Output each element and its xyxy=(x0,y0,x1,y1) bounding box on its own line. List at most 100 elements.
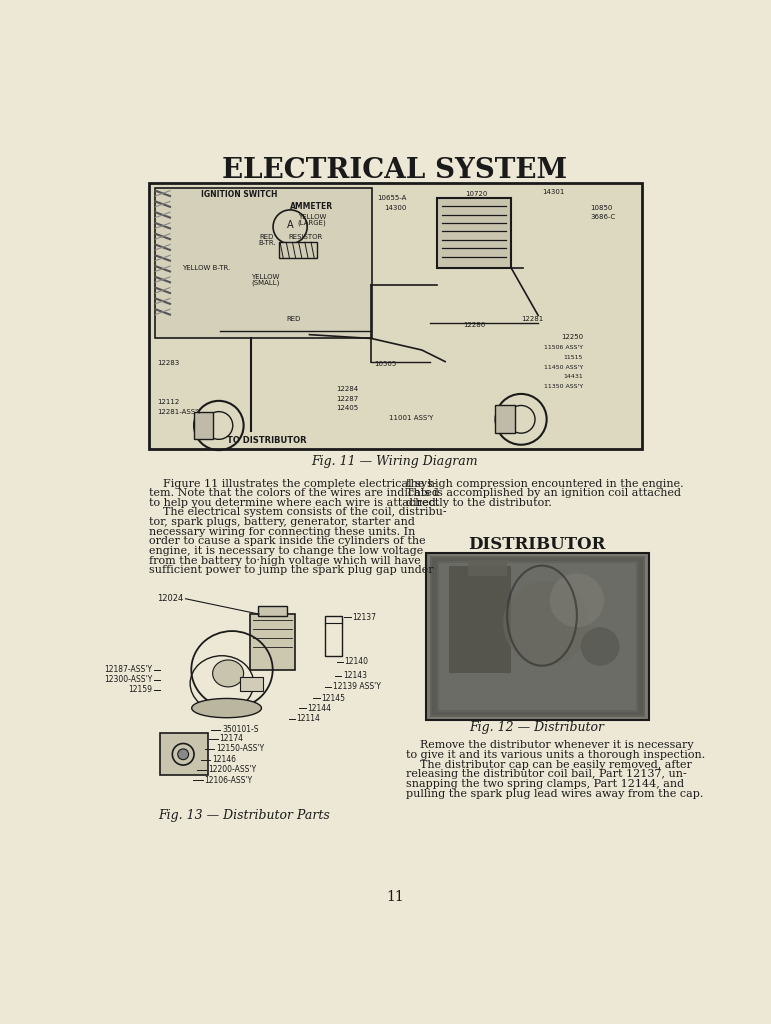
Text: directly to the distributor.: directly to the distributor. xyxy=(406,498,552,508)
Text: 12284: 12284 xyxy=(337,385,359,391)
Text: 12146: 12146 xyxy=(212,755,236,764)
Text: RED: RED xyxy=(260,233,274,240)
Bar xyxy=(278,243,317,258)
Text: 12112: 12112 xyxy=(157,399,179,406)
Bar xyxy=(258,606,287,615)
Text: 14301: 14301 xyxy=(543,189,565,196)
Text: Figure 11 illustrates the complete electrical sys-: Figure 11 illustrates the complete elect… xyxy=(149,478,436,488)
Text: 12145: 12145 xyxy=(322,693,345,702)
Text: This is accomplished by an ignition coil attached: This is accomplished by an ignition coil… xyxy=(406,488,682,499)
Text: 12143: 12143 xyxy=(343,672,367,680)
Text: 12287: 12287 xyxy=(337,395,359,401)
Text: 12114: 12114 xyxy=(296,715,320,723)
Bar xyxy=(496,406,515,433)
Text: DISTRIBUTOR: DISTRIBUTOR xyxy=(468,537,605,553)
Bar xyxy=(468,560,507,575)
Text: tem. Note that the colors of the wires are indicated: tem. Note that the colors of the wires a… xyxy=(149,488,439,499)
Bar xyxy=(194,412,214,439)
Circle shape xyxy=(503,581,588,666)
Text: from the battery to·high voltage which will have: from the battery to·high voltage which w… xyxy=(149,556,421,565)
Text: 12187-ASS'Y: 12187-ASS'Y xyxy=(104,665,152,674)
Text: 14300: 14300 xyxy=(384,205,406,211)
Text: 10720: 10720 xyxy=(465,190,487,197)
Bar xyxy=(437,199,511,267)
Text: engine, it is necessary to change the low voltage: engine, it is necessary to change the lo… xyxy=(149,546,423,556)
Text: Fig. 11 — Wiring Diagram: Fig. 11 — Wiring Diagram xyxy=(311,456,478,468)
Text: ELECTRICAL SYSTEM: ELECTRICAL SYSTEM xyxy=(222,157,567,184)
Ellipse shape xyxy=(213,659,244,687)
Text: 11001 ASS'Y: 11001 ASS'Y xyxy=(389,415,434,421)
Circle shape xyxy=(581,628,620,666)
Text: 12150-ASS'Y: 12150-ASS'Y xyxy=(216,744,264,754)
Text: to give it and its various units a thorough inspection.: to give it and its various units a thoro… xyxy=(406,750,705,760)
Text: the high compression encountered in the engine.: the high compression encountered in the … xyxy=(406,478,684,488)
Text: 11: 11 xyxy=(386,890,404,904)
Bar xyxy=(154,188,372,339)
Text: (SMALL): (SMALL) xyxy=(251,280,280,287)
Text: The distributor cap can be easily removed, after: The distributor cap can be easily remove… xyxy=(406,760,692,770)
Text: (LARGE): (LARGE) xyxy=(298,220,326,226)
Text: 12140: 12140 xyxy=(345,657,369,667)
Text: 11350 ASS'Y: 11350 ASS'Y xyxy=(544,384,583,389)
Text: sufficient power to jump the spark plug gap under: sufficient power to jump the spark plug … xyxy=(149,565,434,575)
Text: 10850: 10850 xyxy=(590,205,612,211)
Text: A: A xyxy=(287,220,294,230)
Text: IGNITION SWITCH: IGNITION SWITCH xyxy=(201,190,278,199)
Bar xyxy=(149,183,642,449)
Text: 12281: 12281 xyxy=(520,316,543,323)
Text: 12283: 12283 xyxy=(157,360,179,367)
Text: The electrical system consists of the coil, distribu-: The electrical system consists of the co… xyxy=(149,508,446,517)
Text: 12137: 12137 xyxy=(352,612,376,622)
Text: 11515: 11515 xyxy=(564,355,583,360)
Text: 12286: 12286 xyxy=(463,322,486,328)
Text: 12144: 12144 xyxy=(307,703,332,713)
Text: Remove the distributor whenever it is necessary: Remove the distributor whenever it is ne… xyxy=(406,740,694,751)
Bar xyxy=(436,561,638,712)
Text: RESISTOR: RESISTOR xyxy=(288,233,323,240)
Bar xyxy=(429,556,645,717)
Text: releasing the distributor coil bail, Part 12137, un-: releasing the distributor coil bail, Par… xyxy=(406,769,687,779)
Text: Fig. 13 — Distributor Parts: Fig. 13 — Distributor Parts xyxy=(158,809,329,822)
Text: 10655-A: 10655-A xyxy=(377,196,406,202)
Text: 12159: 12159 xyxy=(128,685,152,694)
Text: 11450 ASS'Y: 11450 ASS'Y xyxy=(544,366,583,371)
Text: 3686-C: 3686-C xyxy=(590,214,615,220)
Text: YELLOW B-TR.: YELLOW B-TR. xyxy=(182,264,230,270)
Text: AMMETER: AMMETER xyxy=(290,202,333,211)
Text: 12200-ASS'Y: 12200-ASS'Y xyxy=(208,765,256,774)
Ellipse shape xyxy=(192,698,261,718)
Circle shape xyxy=(178,749,189,760)
Text: to help you determine where each wire is attached.: to help you determine where each wire is… xyxy=(149,498,439,508)
Text: 12405: 12405 xyxy=(337,404,359,411)
Bar xyxy=(434,559,641,714)
Text: necessary wiring for connecting these units. In: necessary wiring for connecting these un… xyxy=(149,526,416,537)
Text: 12300-ASS'Y: 12300-ASS'Y xyxy=(104,675,152,684)
Text: YELLOW: YELLOW xyxy=(298,214,326,220)
Text: 14431: 14431 xyxy=(564,375,583,380)
Text: tor, spark plugs, battery, generator, starter and: tor, spark plugs, battery, generator, st… xyxy=(149,517,415,527)
Bar xyxy=(325,615,342,655)
Bar xyxy=(160,733,208,775)
Text: 12139 ASS'Y: 12139 ASS'Y xyxy=(333,682,381,691)
Text: 350101-S: 350101-S xyxy=(222,725,258,734)
Text: snapping the two spring clamps, Part 12144, and: snapping the two spring clamps, Part 121… xyxy=(406,779,685,788)
Text: 12024: 12024 xyxy=(157,594,183,603)
Bar xyxy=(240,677,263,691)
Bar xyxy=(449,565,511,674)
Text: 12106-ASS'Y: 12106-ASS'Y xyxy=(204,776,252,785)
Text: TO DISTRIBUTOR: TO DISTRIBUTOR xyxy=(227,435,307,444)
Bar xyxy=(432,558,643,715)
Text: order to cause a spark inside the cylinders of the: order to cause a spark inside the cylind… xyxy=(149,537,426,547)
Text: YELLOW: YELLOW xyxy=(251,273,280,280)
Text: RED: RED xyxy=(287,316,301,323)
Text: Fig. 12 — Distributor: Fig. 12 — Distributor xyxy=(469,721,604,734)
Text: B-TR.: B-TR. xyxy=(258,240,276,246)
Bar xyxy=(426,553,649,721)
Text: pulling the spark plug lead wires away from the cap.: pulling the spark plug lead wires away f… xyxy=(406,788,704,799)
Circle shape xyxy=(550,573,604,628)
Text: 12174: 12174 xyxy=(220,734,244,743)
Text: 12250: 12250 xyxy=(561,334,583,340)
Bar xyxy=(250,614,295,670)
Text: 12281-ASS'Y: 12281-ASS'Y xyxy=(157,410,201,416)
Bar xyxy=(439,562,636,711)
